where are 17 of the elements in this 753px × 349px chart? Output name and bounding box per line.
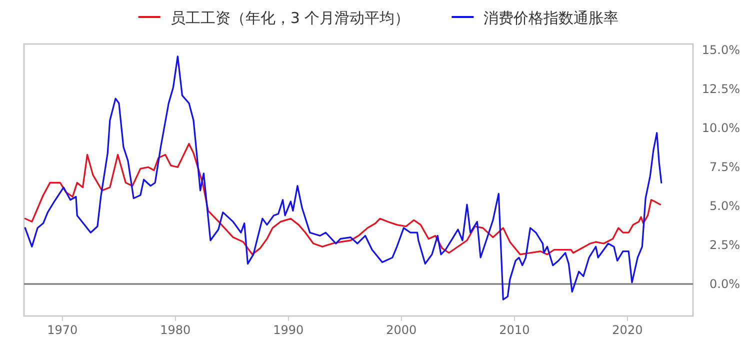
line-series (24, 142, 662, 256)
x-tick-label: 1970 (47, 323, 78, 337)
y-tick-label: 7.5% (710, 160, 740, 174)
y-tick-label: 15.0% (702, 43, 740, 58)
line-series (24, 56, 662, 300)
legend-label: 员工工资（年化，3 个月滑动平均） (170, 9, 410, 27)
y-tick-label: 5.0% (710, 199, 740, 214)
x-tick-label: 1990 (273, 323, 304, 337)
x-tick-label: 2000 (386, 323, 417, 337)
y-tick-label: 2.5% (710, 238, 740, 252)
y-tick-label: 12.5% (702, 82, 740, 96)
x-tick-label: 1980 (160, 323, 191, 337)
legend-label: 消费价格指数通胀率 (484, 9, 619, 27)
y-tick-label: 10.0% (702, 121, 740, 136)
x-tick-label: 2010 (499, 323, 530, 337)
x-tick-label: 2020 (612, 323, 643, 337)
y-tick-label: 0.0% (710, 277, 740, 292)
